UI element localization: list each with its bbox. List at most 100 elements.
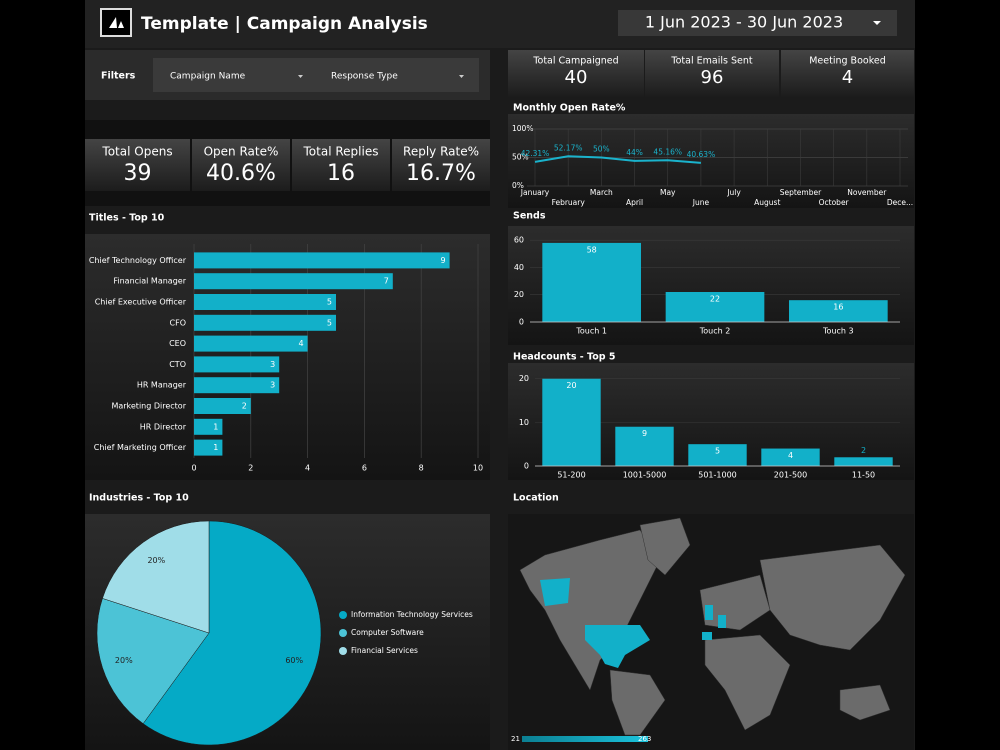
x-tick-label: 2 (248, 464, 253, 473)
x-tick-label: September (780, 188, 822, 197)
bar (194, 418, 223, 435)
data-label: 50% (593, 145, 610, 154)
x-tick-label: Touch 2 (699, 327, 731, 336)
filter-label: Filters (101, 71, 136, 82)
kpi-label: Total Opens (101, 145, 172, 159)
line-series (534, 155, 701, 164)
x-tick-label: January (520, 188, 550, 197)
filter-name: Response Type (331, 72, 398, 82)
x-tick-label: August (754, 198, 780, 207)
bar (615, 426, 674, 466)
panel-title: Sends (513, 211, 546, 222)
x-tick-label: Touch 1 (575, 327, 607, 336)
data-label: 44% (626, 148, 643, 157)
legend-label: Computer Software (351, 628, 424, 637)
data-label: 3 (270, 360, 275, 369)
panel-title: Industries - Top 10 (89, 493, 189, 504)
data-label: 7 (384, 277, 389, 286)
panel-title: Monthly Open Rate% (513, 103, 626, 114)
data-label: 4 (788, 451, 793, 460)
bar (194, 335, 308, 352)
y-tick-label: Chief Executive Officer (95, 298, 187, 307)
y-tick-label: 10 (519, 418, 529, 427)
data-label: 42.31% (521, 149, 550, 158)
panel-title: Location (513, 493, 559, 504)
legend-label: Financial Services (351, 646, 418, 655)
x-tick-label: 4 (305, 464, 310, 473)
legend-swatch (339, 647, 347, 655)
y-tick-label: HR Manager (137, 381, 187, 390)
kpi-value: 40 (565, 67, 588, 88)
y-tick-label: 100% (512, 124, 533, 133)
data-label: 45.16% (653, 147, 682, 156)
legend-label: Information Technology Services (351, 610, 473, 619)
map-scale (522, 736, 648, 742)
bar (194, 398, 251, 414)
date-picker[interactable] (618, 10, 897, 36)
kpi-value: 16.7% (406, 161, 476, 186)
x-tick-label: 8 (419, 464, 424, 473)
bar (542, 378, 601, 466)
data-label: 16 (833, 303, 843, 312)
y-tick-label: CFO (170, 318, 186, 327)
bar (194, 294, 336, 310)
pie-slice (102, 520, 210, 634)
x-tick-label: February (552, 198, 586, 207)
panel-title: Headcounts - Top 5 (513, 352, 616, 363)
logo-icon (109, 17, 124, 28)
kpi-value: 96 (701, 67, 724, 88)
data-label: 20% (147, 556, 165, 565)
kpi-value: 16 (327, 161, 355, 186)
x-tick-label: 11-50 (852, 471, 875, 480)
x-tick-label: 0 (191, 464, 196, 473)
bar (194, 314, 336, 331)
kpi-card (292, 139, 390, 191)
legend-swatch (339, 611, 347, 619)
data-label: 60% (285, 656, 303, 665)
y-tick-label: 60 (514, 236, 524, 245)
filter-name: Campaign Name (170, 72, 246, 82)
kpi-value: 4 (842, 67, 853, 88)
kpi-label: Total Campaigned (532, 56, 618, 67)
bar (542, 242, 641, 322)
x-tick-label: October (819, 198, 850, 207)
x-tick-label: 10 (473, 464, 483, 473)
x-tick-label: 201-500 (774, 471, 807, 480)
y-tick-label: HR Director (140, 422, 187, 431)
bar (789, 300, 888, 322)
x-tick-label: 501-1000 (698, 471, 737, 480)
data-label: 1 (213, 422, 218, 431)
data-label: 5 (327, 298, 332, 307)
y-tick-label: 20 (519, 374, 529, 383)
kpi-card (508, 50, 644, 97)
y-tick-label: 20 (514, 290, 524, 299)
kpi-label: Reply Rate% (403, 145, 479, 159)
y-tick-label: 0 (524, 462, 529, 471)
kpi-value: 40.6% (206, 161, 276, 186)
x-tick-label: May (660, 188, 676, 197)
data-label: 20% (115, 656, 133, 665)
data-label: 40.63% (687, 150, 716, 159)
bar (834, 457, 893, 466)
scale-min: 21 (511, 735, 520, 743)
bar (194, 356, 280, 373)
data-label: 9 (642, 429, 647, 438)
kpi-card (645, 50, 779, 97)
data-label: 2 (861, 446, 866, 455)
data-label: 2 (242, 402, 247, 411)
x-tick-label: 1001-5000 (623, 471, 667, 480)
y-tick-label: Marketing Director (111, 402, 186, 411)
date-range: 1 Jun 2023 - 30 Jun 2023 (645, 13, 843, 32)
filter-dropdown[interactable] (153, 58, 316, 92)
x-tick-label: 51-200 (557, 471, 585, 480)
bar (194, 439, 223, 456)
bar (665, 292, 765, 322)
data-label: 9 (441, 256, 446, 265)
filter-dropdown[interactable] (316, 58, 479, 92)
x-tick-label: November (847, 188, 887, 197)
pie-slice (96, 598, 210, 724)
x-tick-label: Touch 3 (822, 327, 854, 336)
x-tick-label: April (626, 198, 643, 207)
kpi-card (85, 139, 190, 191)
